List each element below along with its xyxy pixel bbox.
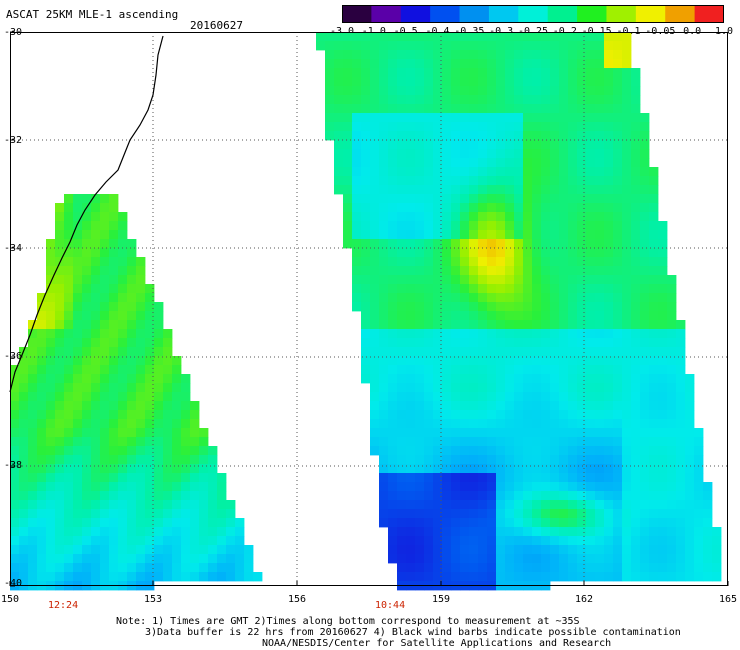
color-scale-segment	[547, 5, 578, 23]
lon-label: 162	[574, 594, 594, 605]
wind-map	[9, 31, 729, 591]
color-scale-tick: -0.2	[552, 26, 577, 37]
color-scale-bar	[342, 5, 724, 23]
lat-label: -36	[4, 351, 23, 362]
wind-swath-cells	[10, 32, 722, 591]
color-scale-tick: -0.5	[393, 26, 418, 37]
pass-time-right: 10:44	[375, 600, 406, 611]
lon-label: 153	[143, 594, 163, 605]
coastline	[9, 35, 164, 393]
color-scale-segment	[635, 5, 666, 23]
color-scale-tick: 0.0	[683, 26, 702, 37]
color-scale-segment	[488, 5, 519, 23]
color-scale-tick: 1.0	[714, 26, 734, 37]
color-scale-segment	[400, 5, 431, 23]
color-scale-segment	[371, 5, 402, 23]
color-scale-segment	[694, 5, 724, 23]
lat-label: -34	[4, 243, 23, 254]
lon-label: 165	[718, 594, 738, 605]
graticule	[10, 32, 728, 586]
color-scale-segment	[459, 5, 490, 23]
lon-label: 156	[287, 594, 307, 605]
axis-ticks	[9, 31, 729, 587]
lat-label: -30	[4, 27, 23, 38]
color-scale-segment	[430, 5, 461, 23]
color-scale-segment	[577, 5, 607, 23]
note-line-2: 3)Data buffer is 22 hrs from 20160627 4)…	[145, 627, 681, 638]
color-scale-tick: -0.05	[645, 26, 676, 37]
color-scale-tick: -0.3	[489, 26, 514, 37]
map-frame	[10, 32, 728, 586]
color-scale-segment	[665, 5, 696, 23]
color-scale-tick: -1.0	[361, 26, 386, 37]
note-line-3: NOAA/NESDIS/Center for Satellite Applica…	[262, 638, 612, 649]
lat-label: -40	[4, 578, 23, 589]
lat-label: -32	[4, 135, 23, 146]
color-scale-tick: -0.25	[517, 26, 549, 37]
color-scale-tick: -0.35	[454, 26, 485, 37]
color-scale-segment	[518, 5, 549, 23]
color-scale-segment	[606, 5, 637, 23]
product-date: 20160627	[190, 19, 243, 32]
color-scale-tick: -0.1	[616, 26, 641, 37]
color-scale-tick: -0.15	[581, 26, 612, 37]
lat-label: -38	[4, 460, 23, 471]
lon-label: 159	[431, 594, 451, 605]
lon-label: 150	[0, 594, 20, 605]
color-scale-segment	[342, 5, 372, 23]
product-title: ASCAT 25KM MLE-1 ascending	[6, 8, 179, 21]
note-line-1: Note: 1) Times are GMT 2)Times along bot…	[116, 616, 580, 627]
pass-time-left: 12:24	[48, 600, 79, 611]
color-scale-tick: -0.4	[425, 26, 450, 37]
color-scale-tick: -3.0	[329, 26, 355, 37]
